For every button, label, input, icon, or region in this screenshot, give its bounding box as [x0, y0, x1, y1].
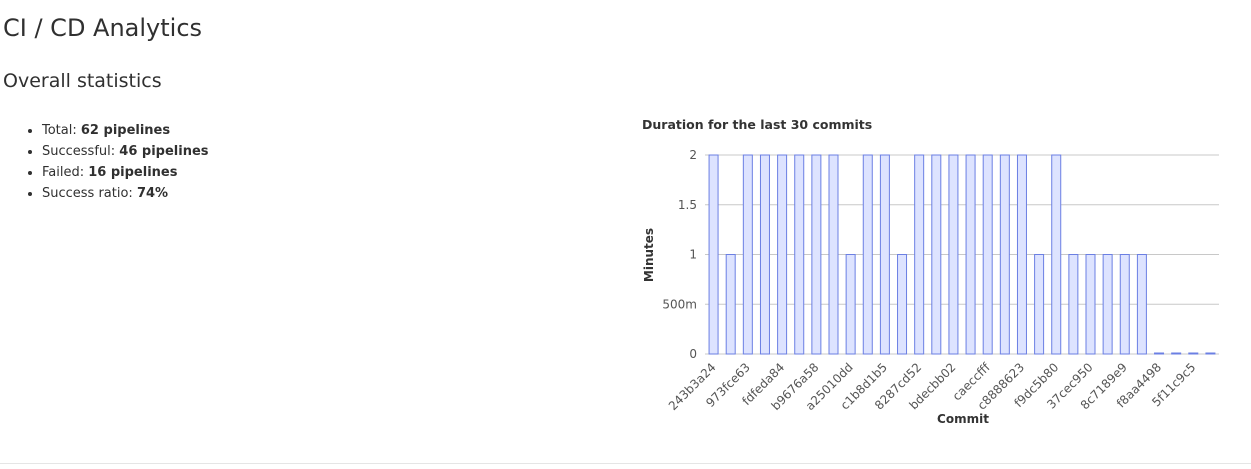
stats-list: Total: 62 pipelinesSuccessful: 46 pipeli… — [22, 120, 209, 204]
bar — [1154, 352, 1165, 355]
bar — [828, 154, 839, 355]
chart-title: Duration for the last 30 commits — [642, 117, 872, 132]
stat-label: Total: — [42, 123, 77, 138]
y-tick-label: 500m — [662, 297, 697, 311]
bar — [1188, 352, 1199, 355]
bar — [897, 254, 908, 355]
bar — [1102, 254, 1113, 355]
section-title: Overall statistics — [3, 70, 162, 92]
divider — [0, 463, 1251, 464]
bar — [1068, 254, 1079, 355]
bar — [879, 154, 890, 355]
y-tick-label: 0 — [689, 347, 697, 361]
bar — [1119, 254, 1130, 355]
y-tick-label: 1 — [689, 248, 697, 262]
bar — [1171, 352, 1182, 355]
bar — [845, 254, 856, 355]
y-tick-label: 2 — [689, 148, 697, 162]
bar — [1205, 352, 1216, 355]
bar — [982, 154, 993, 355]
stat-label: Success ratio: — [42, 186, 133, 201]
bar — [1016, 154, 1027, 355]
stat-item: Successful: 46 pipelines — [42, 141, 209, 162]
bar — [931, 154, 942, 355]
bar — [708, 154, 719, 355]
stat-item: Success ratio: 74% — [42, 183, 209, 204]
stat-value: 62 pipelines — [80, 123, 171, 138]
stat-label: Failed: — [42, 165, 85, 180]
bar — [965, 154, 976, 355]
stat-value: 74% — [136, 186, 169, 201]
bar — [811, 154, 822, 355]
bar — [1034, 254, 1045, 355]
stat-item: Failed: 16 pipelines — [42, 162, 209, 183]
y-tick-label: 1.5 — [678, 198, 697, 212]
stat-item: Total: 62 pipelines — [42, 120, 209, 141]
stat-label: Successful: — [42, 144, 116, 159]
x-axis-label: Commit — [937, 412, 989, 426]
chart: Duration for the last 30 commits Minutes… — [642, 117, 1219, 426]
bar — [777, 154, 788, 355]
y-axis-label: Minutes — [642, 228, 656, 282]
page-title: CI / CD Analytics — [3, 14, 203, 42]
bar — [1051, 154, 1062, 355]
bar — [862, 154, 873, 355]
bar — [794, 154, 805, 355]
bar — [1085, 254, 1096, 355]
bar — [999, 154, 1010, 355]
stat-value: 46 pipelines — [119, 144, 209, 159]
bar — [1136, 254, 1147, 355]
bar — [725, 254, 736, 355]
stat-value: 16 pipelines — [88, 165, 178, 180]
bar — [742, 154, 753, 355]
bar — [948, 154, 959, 355]
bar — [914, 154, 925, 355]
bar — [759, 154, 770, 355]
